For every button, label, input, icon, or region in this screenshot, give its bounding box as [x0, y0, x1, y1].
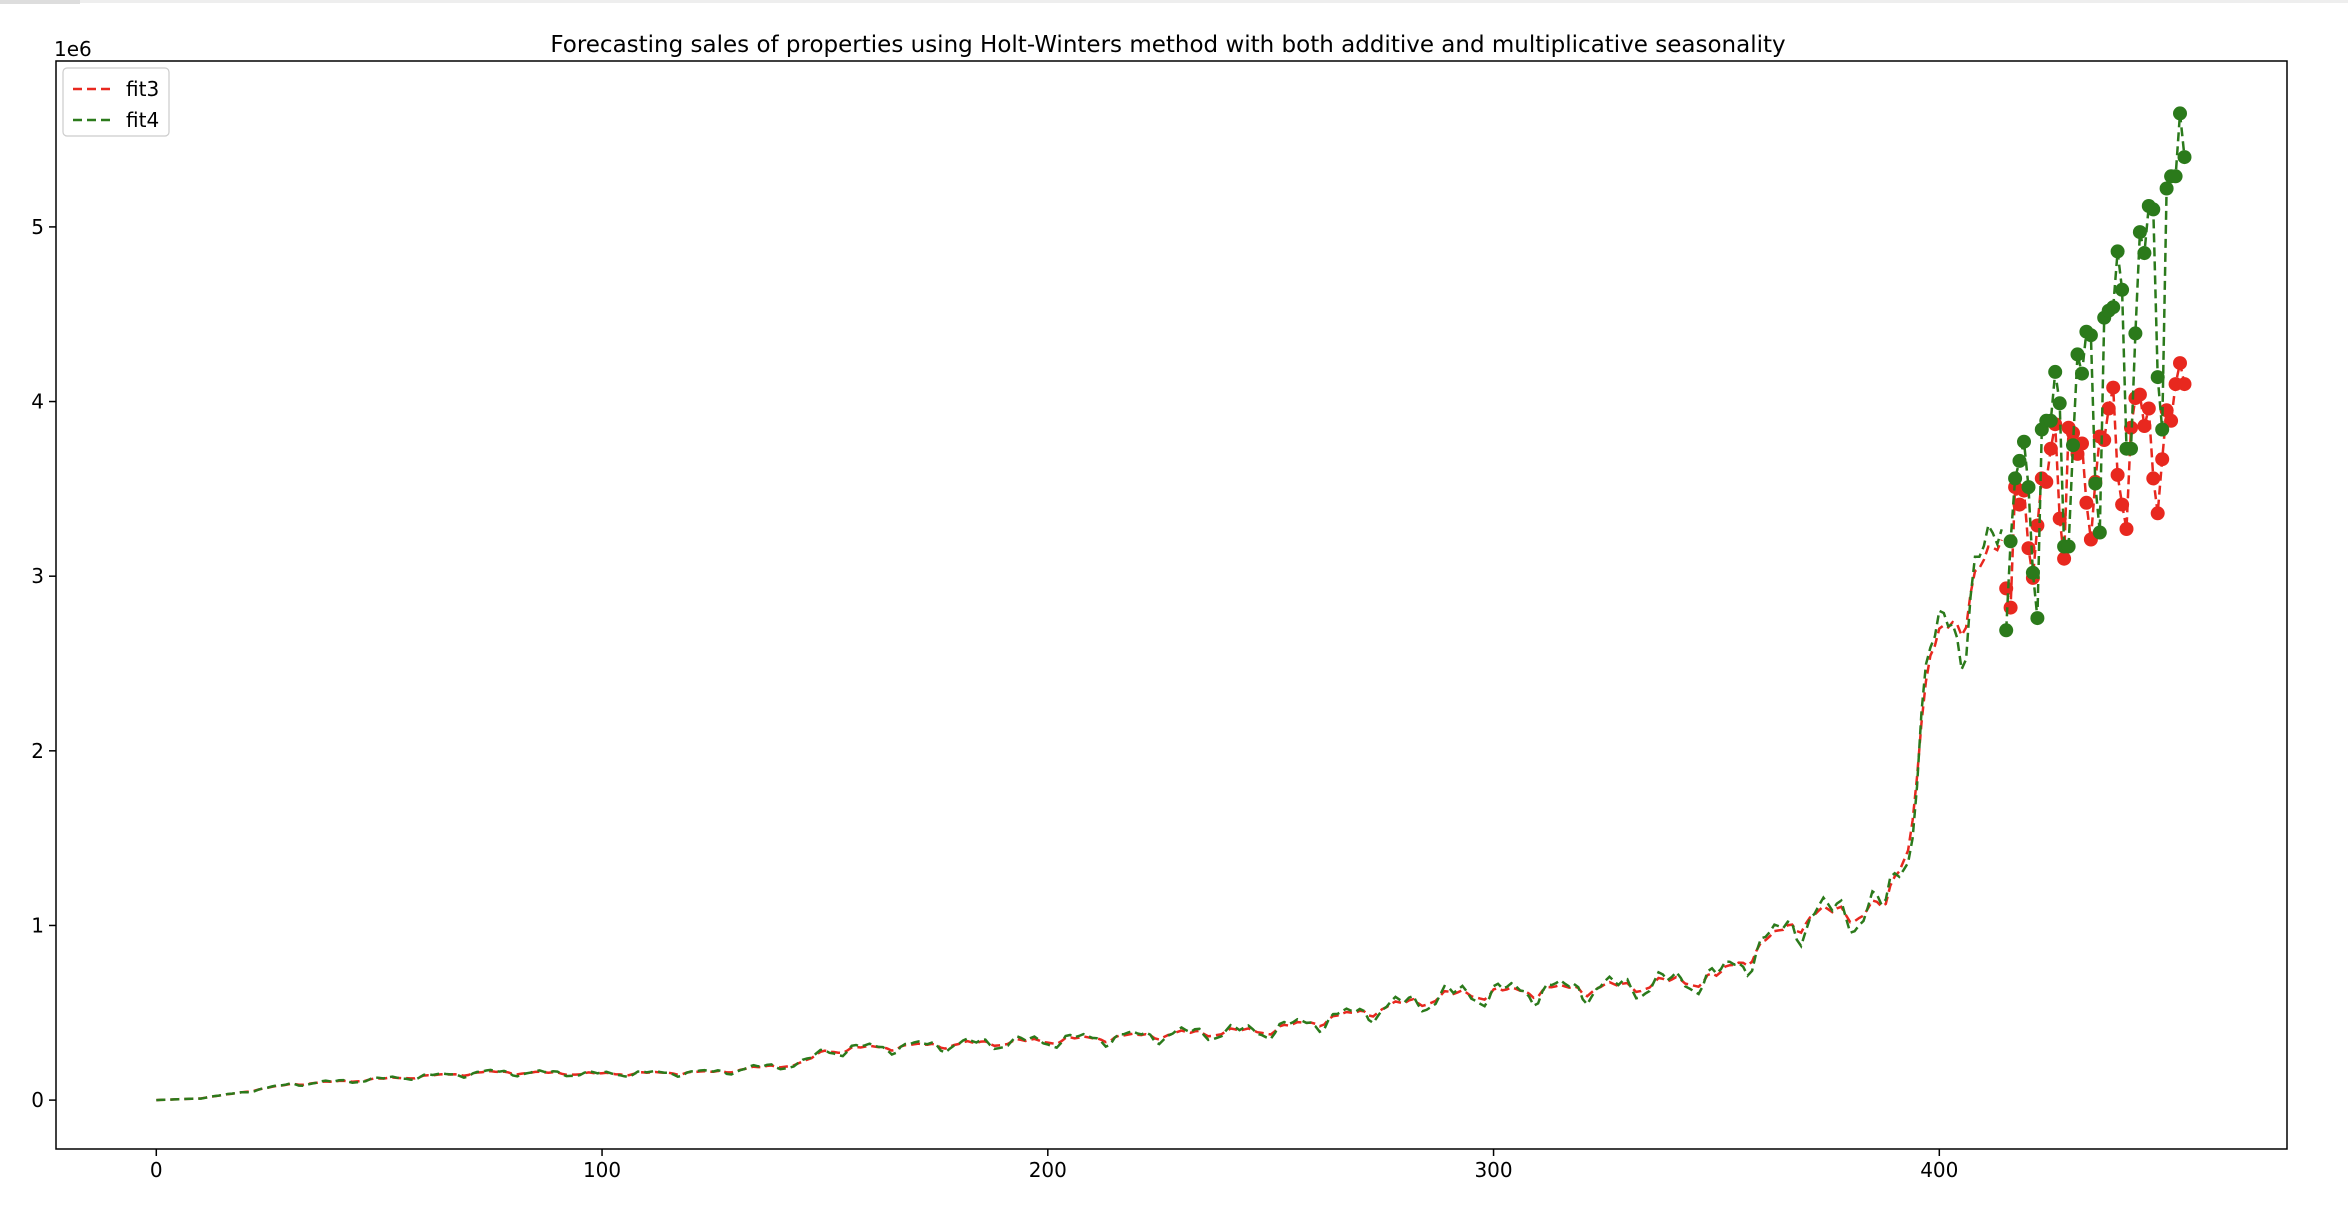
notebook-cell-edge — [0, 0, 2348, 3]
forecast-point-fit4-425 — [2043, 413, 2058, 428]
forecast-point-fit3-438 — [2101, 401, 2116, 416]
forecast-point-fit3-441 — [2115, 497, 2130, 512]
y-tick-label-5: 5 — [31, 215, 44, 239]
axis-ticks: 0 100 200 300 400 0 1 2 3 4 5 — [31, 215, 1958, 1182]
fitted-line-fit4 — [156, 521, 2003, 1102]
y-tick-label-3: 3 — [31, 564, 44, 588]
forecast-point-fit3-418 — [2012, 497, 2027, 512]
forecast-point-fit4-429 — [2061, 539, 2076, 554]
forecast-point-fit4-432 — [2075, 366, 2089, 381]
x-tick-label-200: 200 — [1029, 1158, 1067, 1182]
axes-frame — [55, 60, 2288, 1150]
forecast-point-fit4-450 — [2155, 422, 2170, 437]
forecast-point-fit4-444 — [2128, 326, 2143, 341]
forecast-point-fit4-441 — [2115, 282, 2130, 297]
forecast-point-fit3-452 — [2164, 413, 2179, 428]
forecast-point-fit3-440 — [2110, 467, 2125, 482]
y-tick-label-1: 1 — [31, 913, 44, 937]
x-tick-label-400: 400 — [1920, 1158, 1958, 1182]
forecast-point-fit4-426 — [2048, 364, 2063, 379]
series-layer — [156, 106, 2192, 1102]
forecast-point-fit3-455 — [2177, 377, 2192, 392]
y-tick-label-2: 2 — [31, 739, 44, 763]
forecast-point-fit3-447 — [2141, 401, 2156, 416]
x-tick-label-0: 0 — [150, 1158, 163, 1182]
series-fit4 — [156, 106, 2192, 1102]
forecast-point-fit4-417 — [2008, 471, 2023, 486]
forecast-point-fit3-425 — [2043, 441, 2058, 456]
forecast-point-fit3-437 — [2097, 433, 2112, 447]
forecast-point-fit4-427 — [2052, 396, 2067, 411]
forecast-point-fit4-455 — [2177, 150, 2192, 165]
forecast-point-fit4-454 — [2173, 106, 2187, 121]
forecast-point-fit3-420 — [2021, 541, 2036, 556]
y-tick-label-0: 0 — [31, 1088, 44, 1112]
forecast-point-fit4-421 — [2025, 565, 2040, 580]
fitted-line-fit3 — [156, 539, 2003, 1102]
forecast-point-fit4-418 — [2012, 453, 2027, 468]
forecast-point-fit4-431 — [2070, 347, 2085, 362]
forecast-point-fit4-436 — [2092, 525, 2107, 540]
forecast-point-fit4-419 — [2017, 434, 2031, 449]
forecast-point-fit3-442 — [2119, 522, 2134, 536]
forecast-point-fit4-453 — [2168, 169, 2183, 184]
forecast-point-fit3-416 — [2003, 600, 2018, 615]
x-tick-label-300: 300 — [1474, 1158, 1512, 1182]
forecast-point-fit4-440 — [2110, 244, 2125, 259]
forecast-point-fit3-454 — [2173, 356, 2187, 371]
forecast-point-fit3-422 — [2030, 518, 2045, 533]
forecast-point-fit3-445 — [2132, 387, 2147, 402]
forecast-point-fit3-439 — [2106, 380, 2121, 395]
forecast-point-fit4-430 — [2066, 438, 2080, 453]
forecast-point-fit4-449 — [2150, 370, 2165, 385]
y-tick-label-4: 4 — [31, 390, 44, 414]
forecast-point-fit4-416 — [2003, 534, 2018, 549]
forecast-point-fit3-433 — [2079, 495, 2094, 510]
forecast-point-fit4-448 — [2146, 202, 2161, 217]
forecast-point-fit4-445 — [2132, 225, 2147, 240]
forecast-point-fit4-422 — [2030, 611, 2045, 626]
notebook-cell-tab — [0, 0, 80, 4]
forecast-point-fit3-448 — [2146, 471, 2161, 486]
x-tick-label-100: 100 — [583, 1158, 621, 1182]
forecast-point-fit4-443 — [2124, 441, 2138, 456]
forecast-point-fit4-451 — [2159, 181, 2174, 196]
forecast-point-fit4-439 — [2106, 300, 2121, 315]
forecast-point-fit3-450 — [2155, 452, 2170, 467]
forecast-point-fit3-449 — [2150, 506, 2165, 521]
legend: fit3 fit4 — [62, 67, 170, 137]
forecast-point-fit4-434 — [2083, 328, 2098, 343]
forecast-point-fit3-446 — [2137, 419, 2152, 433]
legend-label-fit3: fit3 — [126, 77, 159, 101]
forecast-point-fit4-420 — [2021, 480, 2036, 495]
forecast-point-fit4-435 — [2088, 476, 2103, 491]
chart-title: Forecasting sales of properties using Ho… — [550, 32, 1785, 58]
forecast-point-fit4-415 — [1999, 623, 2014, 638]
legend-label-fit4: fit4 — [126, 108, 159, 132]
forecast-point-fit3-424 — [2039, 474, 2054, 489]
forecast-point-fit3-415 — [1999, 581, 2014, 596]
forecast-point-fit3-443 — [2124, 420, 2138, 435]
forecast-point-fit3-428 — [2057, 551, 2072, 566]
forecast-point-fit4-446 — [2137, 246, 2152, 261]
y-axis-offset-label: 1e6 — [54, 37, 92, 61]
